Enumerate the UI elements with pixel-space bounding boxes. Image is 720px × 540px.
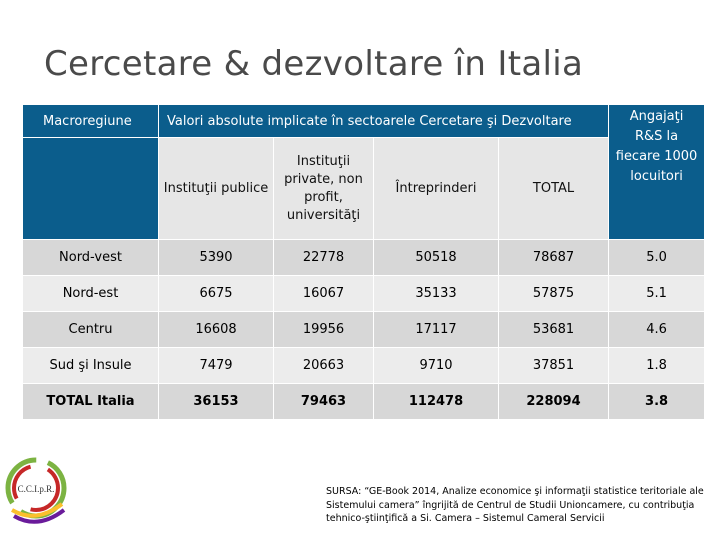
cell-public: 6675 (158, 275, 274, 312)
cell-staff: 3.8 (608, 383, 706, 420)
cell-enterprises: 50518 (373, 239, 499, 276)
cell-total: 228094 (497, 383, 610, 420)
cell-staff: 1.8 (608, 347, 706, 384)
rd-table: Macroregiune Valori absolute implicate î… (22, 104, 706, 420)
cell-region: Centru (22, 311, 159, 348)
header-region: Macroregiune (22, 104, 159, 138)
cell-staff: 5.0 (608, 239, 706, 276)
subheader-public: Instituţii publice (158, 137, 274, 240)
source-note: SURSA: “GE-Book 2014, Analize economice … (326, 486, 704, 524)
cell-staff: 4.6 (608, 311, 706, 348)
cell-private: 22778 (273, 239, 374, 276)
table-row: Centru 16608 19956 17117 53681 4.6 (22, 311, 706, 348)
cell-private: 20663 (273, 347, 374, 384)
table-row-total: TOTAL Italia 36153 79463 112478 228094 3… (22, 383, 706, 420)
cell-enterprises: 9710 (373, 347, 499, 384)
cell-total: 78687 (497, 239, 610, 276)
cell-public: 5390 (158, 239, 274, 276)
logo-text: C.C.I.p.R. (18, 484, 55, 494)
cell-region: TOTAL Italia (22, 383, 159, 420)
cell-private: 19956 (273, 311, 374, 348)
page-title: Cercetare & dezvoltare în Italia (44, 44, 584, 84)
cell-public: 16608 (158, 311, 274, 348)
cell-enterprises: 17117 (373, 311, 499, 348)
table-row: Sud şi Insule 7479 20663 9710 37851 1.8 (22, 347, 706, 384)
cci-logo: C.C.I.p.R. (4, 454, 68, 534)
cell-enterprises: 35133 (373, 275, 499, 312)
header-values-group: Valori absolute implicate în sectoarele … (157, 104, 610, 138)
cell-private: 79463 (273, 383, 374, 420)
header-staff: Angajaţi R&S la fiecare 1000 locuitori (608, 104, 706, 240)
table-row: Nord-est 6675 16067 35133 57875 5.1 (22, 275, 706, 312)
cell-region: Sud şi Insule (22, 347, 159, 384)
subheader-private: Instituţii private, non profit, universi… (273, 137, 374, 240)
header-region-spacer (22, 137, 159, 240)
cci-logo-icon: C.C.I.p.R. (5, 457, 67, 524)
cell-public: 7479 (158, 347, 274, 384)
cell-total: 57875 (497, 275, 610, 312)
cell-region: Nord-vest (22, 239, 159, 276)
table-row: Nord-vest 5390 22778 50518 78687 5.0 (22, 239, 706, 276)
subheader-total: TOTAL (497, 137, 610, 240)
cell-total: 53681 (497, 311, 610, 348)
cell-staff: 5.1 (608, 275, 706, 312)
cell-total: 37851 (497, 347, 610, 384)
cell-private: 16067 (273, 275, 374, 312)
subheader-enterprises: Întreprinderi (373, 137, 499, 240)
cell-public: 36153 (158, 383, 274, 420)
cell-enterprises: 112478 (373, 383, 499, 420)
cell-region: Nord-est (22, 275, 159, 312)
